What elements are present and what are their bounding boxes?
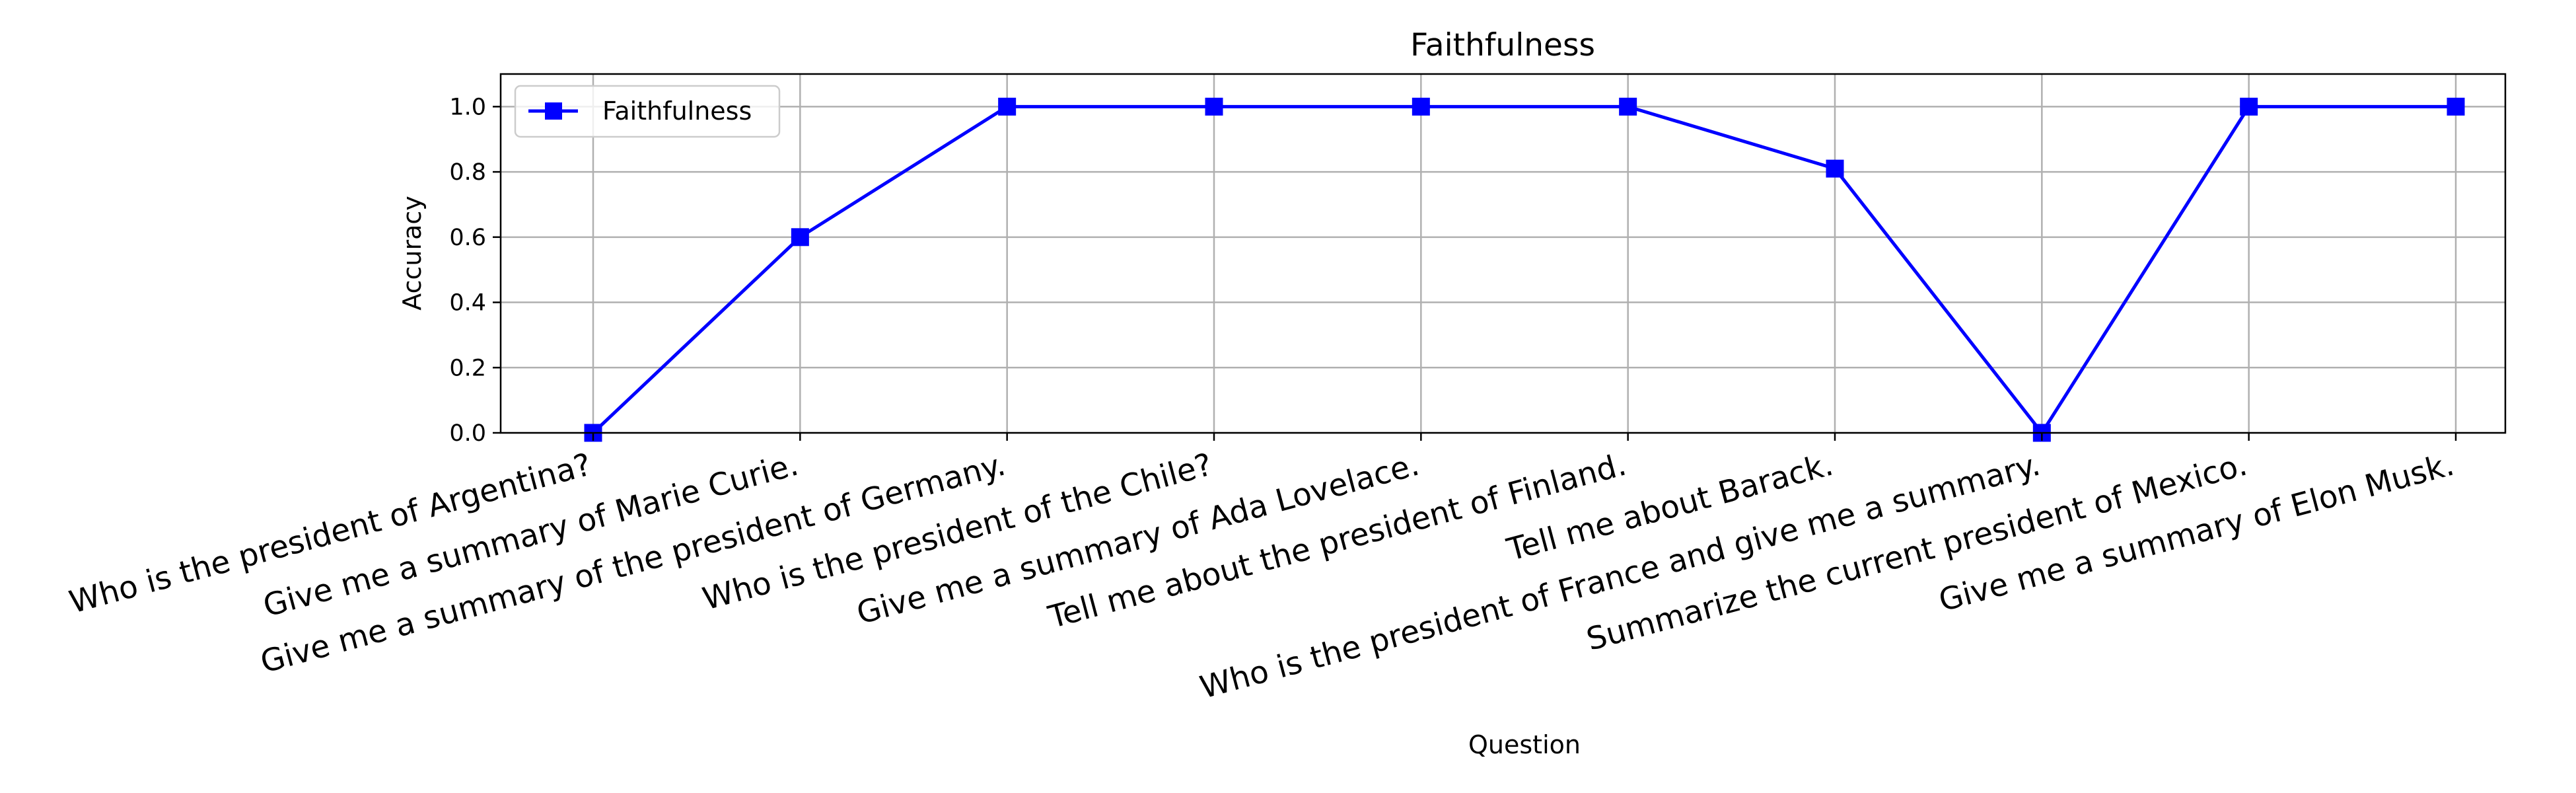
y-tick-label: 0.4 — [449, 290, 486, 317]
series-line — [592, 104, 2456, 435]
y-axis-label: Accuracy — [398, 196, 427, 311]
data-point-marker — [1826, 159, 1844, 178]
legend-marker-square — [545, 102, 562, 120]
y-axis: 0.0 0.2 0.4 0.6 0.8 1.0 — [449, 94, 501, 447]
y-tick-label: 0.6 — [449, 225, 486, 251]
data-point-marker — [1412, 97, 1430, 116]
legend-frame — [514, 85, 781, 138]
data-point-marker — [1619, 97, 1637, 116]
data-point-marker — [1205, 97, 1223, 116]
series-layer — [584, 97, 2465, 442]
data-point-marker — [2240, 97, 2258, 116]
chart-title: Faithfulness — [1410, 27, 1595, 63]
y-tick-label: 0.8 — [449, 159, 486, 186]
y-tick-label: 0.0 — [449, 420, 486, 447]
x-axis-label: Question — [1468, 730, 1581, 759]
legend: Faithfulness — [514, 85, 781, 138]
data-point-marker — [791, 228, 809, 246]
grid-lines — [501, 74, 2505, 434]
x-axis: Who is the president of Argentina?Give m… — [65, 433, 2458, 706]
data-point-marker — [998, 97, 1017, 116]
plot-frame — [499, 73, 2507, 434]
y-tick-label: 0.2 — [449, 355, 486, 381]
legend-label: Faithfulness — [602, 96, 752, 126]
data-point-marker — [2447, 97, 2465, 116]
y-tick-label: 1.0 — [449, 94, 486, 120]
